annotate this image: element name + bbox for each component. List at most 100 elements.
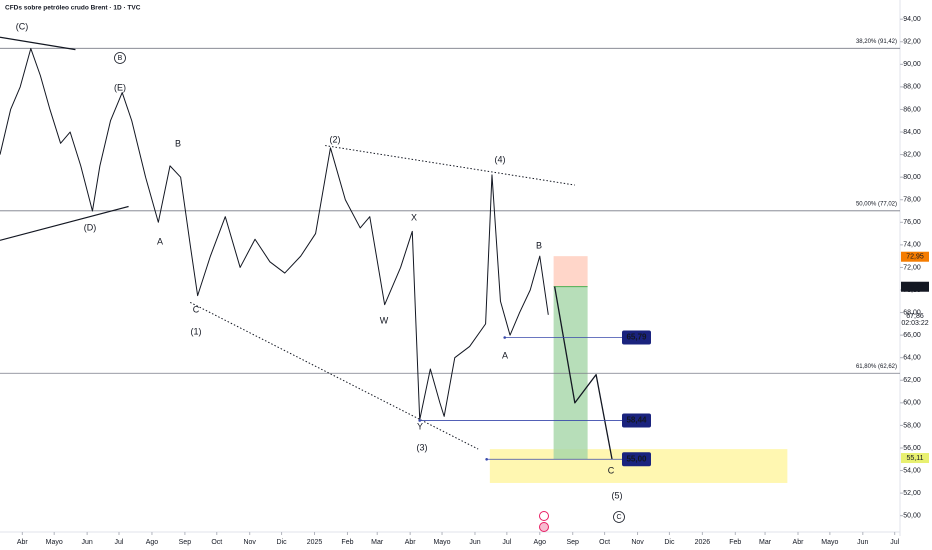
y-tick-label: 72,00: [903, 264, 921, 271]
annotation-circle: [613, 511, 625, 523]
level-box: [622, 330, 651, 345]
x-tick-label: Dic: [664, 539, 675, 546]
x-tick-label: Jul: [890, 539, 899, 546]
trendline: [189, 301, 479, 450]
level-box: [622, 452, 651, 467]
level-label: 65,79: [626, 333, 647, 342]
trendline: [325, 145, 575, 186]
wave-label: Y: [417, 421, 423, 431]
y-tick-label: 54,00: [903, 467, 921, 474]
price-tag: [901, 453, 929, 464]
x-tick-label: Oct: [599, 539, 610, 546]
y-tick-label: 94,00: [903, 16, 921, 23]
x-tick-label: Abr: [17, 539, 29, 546]
wave-label: C: [608, 465, 615, 475]
price-tag: [901, 281, 929, 292]
x-tick-label: Jul: [502, 539, 511, 546]
trendline: [0, 36, 76, 51]
x-tick-label: Mayo: [46, 539, 63, 546]
x-tick-label: 2026: [695, 539, 711, 546]
x-tick-label: Mayo: [433, 539, 450, 546]
x-tick-label: Jul: [115, 539, 124, 546]
wave-label: (2): [330, 134, 341, 144]
y-tick-label: 52,00: [903, 490, 921, 497]
icons: [539, 511, 549, 532]
wave-label: (4): [495, 154, 506, 164]
fib-label: 61,80% (62,62): [856, 364, 897, 370]
x-tick-label: Jun: [81, 539, 92, 546]
y-tick-label: 56,00: [903, 445, 921, 452]
wave-label: X: [411, 212, 417, 222]
wave-label: (D): [84, 222, 97, 232]
y-tick-label: 50,00: [903, 513, 921, 520]
wave-label: (E): [114, 82, 126, 92]
y-tick-label: 66,00: [903, 332, 921, 339]
wave-label: (5): [612, 490, 623, 500]
countdown-timer: 02:03:22: [901, 320, 928, 327]
x-tick-label: Feb: [729, 539, 741, 546]
y-tick-label: 80,00: [903, 174, 921, 181]
x-tick-label: Jun: [857, 539, 868, 546]
y-tick-label: 82,00: [903, 151, 921, 158]
x-tick-label: Feb: [341, 539, 353, 546]
y-tick-label: 60,00: [903, 400, 921, 407]
y-tick-label: 68,00: [903, 309, 921, 316]
wave-label: A: [157, 236, 163, 246]
stop-zone: [553, 256, 588, 287]
wave-label: B: [536, 240, 542, 250]
wave-label: (3): [417, 442, 428, 452]
level-anchor: [503, 336, 507, 339]
y-tick-label: 92,00: [903, 39, 921, 46]
price-line: [0, 48, 549, 421]
price-tag: [901, 251, 929, 262]
x-tick-label: Mar: [759, 539, 772, 546]
x-tick-label: Dic: [277, 539, 288, 546]
price-tag-label: 55,11: [907, 455, 924, 462]
x-tick-label: 2025: [307, 539, 323, 546]
x-tick-label: Jun: [469, 539, 480, 546]
trendline: [0, 205, 129, 241]
countdown-price: 67,86: [906, 313, 924, 320]
projection-line: [554, 286, 613, 460]
x-tick-label: Sep: [566, 539, 579, 546]
x-tick-label: Mayo: [821, 539, 838, 546]
price-tag-label: 70,29: [906, 284, 924, 291]
y-tick-label: 84,00: [903, 129, 921, 136]
y-tick-label: 86,00: [903, 106, 921, 113]
annotation-circle: [114, 52, 126, 64]
level-label: 55,00: [626, 454, 647, 463]
y-tick-label: 76,00: [903, 219, 921, 226]
x-tick-label: Ago: [146, 539, 159, 546]
wave-label: B: [175, 138, 181, 148]
x-tick-label: Abr: [405, 539, 417, 546]
chart-title: CFDs sobre petróleo crudo Brent · 1D · T…: [5, 5, 141, 12]
y-tick-label: 74,00: [903, 242, 921, 249]
wave-label: A: [502, 350, 508, 360]
x-tick-label: Nov: [631, 539, 644, 546]
y-tick-label: 88,00: [903, 84, 921, 91]
price-tag-label: 72,95: [906, 254, 924, 261]
y-tick-label: 64,00: [903, 355, 921, 362]
x-tick-label: Sep: [179, 539, 192, 546]
x-tick-label: Nov: [243, 539, 256, 546]
level-label: 58,44: [626, 416, 647, 425]
x-tick-label: Ago: [534, 539, 547, 546]
event-icon: [539, 522, 549, 532]
x-tick-label: Oct: [211, 539, 222, 546]
wave-label: (1): [191, 326, 202, 336]
level-anchor: [485, 457, 488, 461]
wave-label: W: [380, 315, 389, 325]
wave-label: C: [193, 304, 200, 314]
wave-label: (C): [16, 21, 29, 31]
wave-label: B: [118, 55, 123, 62]
level-box: [622, 413, 651, 428]
fib-label: 38,20% (91,42): [856, 39, 897, 45]
y-tick-label: 78,00: [903, 197, 921, 204]
y-tick-label: 62,00: [903, 377, 921, 384]
level-anchor: [418, 419, 422, 422]
x-tick-label: Abr: [793, 539, 805, 546]
x-tick-label: Mar: [371, 539, 384, 546]
wave-label: C: [616, 514, 621, 521]
